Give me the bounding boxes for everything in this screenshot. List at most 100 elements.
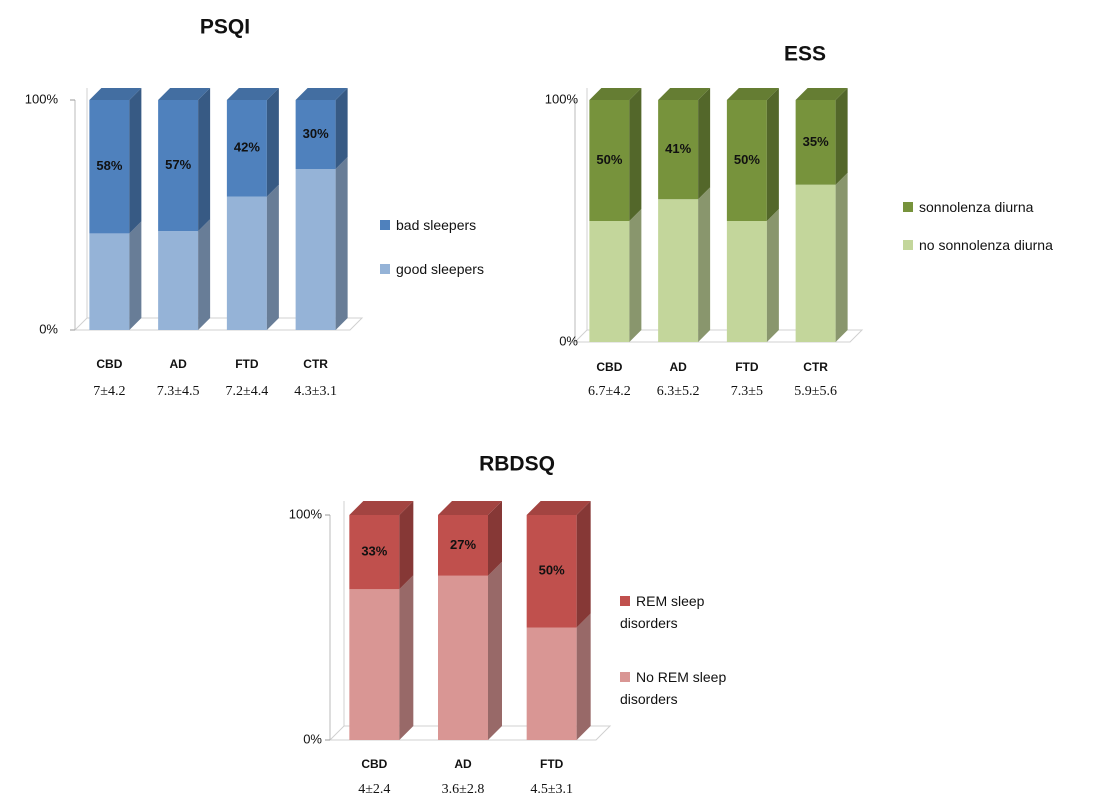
category-note: 3.6±2.8 <box>442 782 485 797</box>
x-tick-label: AD <box>169 357 187 371</box>
bar-segment-side <box>576 613 591 740</box>
category-note: 4±2.4 <box>358 782 390 797</box>
y-tick-label: 100% <box>289 506 323 521</box>
bar-segment <box>589 221 630 342</box>
x-tick-label: AD <box>454 757 472 771</box>
category-note: 6.3±5.2 <box>657 384 700 399</box>
bar-segment <box>526 515 577 628</box>
legend-entry: bad sleepers <box>380 214 540 236</box>
bar-segment <box>89 100 130 234</box>
bar-segment-top <box>295 88 348 100</box>
bar-segment <box>795 100 836 185</box>
legend-swatch <box>380 264 390 275</box>
data-label: 58% <box>96 158 122 173</box>
bar-segment <box>726 221 767 342</box>
bar-segment <box>295 100 336 169</box>
category-note: 7.2±4.4 <box>226 384 269 399</box>
bar-segment-top <box>589 88 642 100</box>
data-label: 50% <box>539 563 565 578</box>
category-note: 4.3±3.1 <box>294 384 337 399</box>
legend-swatch <box>620 672 630 683</box>
category-note: 7±4.2 <box>93 384 125 399</box>
bar-segment <box>658 100 699 200</box>
bar-segment-side <box>698 88 711 200</box>
bar-segment <box>726 100 767 221</box>
bar-segment-side <box>766 88 779 221</box>
legend-label: good sleepers <box>396 261 484 277</box>
x-tick-label: CBD <box>596 360 622 374</box>
bar-segment-side <box>766 209 779 342</box>
bar-segment-side <box>399 501 414 590</box>
bar-segment <box>349 515 400 590</box>
category-note: 7.3±5 <box>731 384 763 399</box>
legend-entry: No REM sleep disorders <box>620 666 740 710</box>
y-tick-label: 0% <box>559 333 578 348</box>
data-label: 33% <box>361 544 387 559</box>
bar-segment <box>158 231 199 330</box>
legend-swatch <box>903 240 913 251</box>
bar-segment-side <box>266 88 279 197</box>
x-tick-label: CBD <box>361 757 387 771</box>
bar-segment-side <box>335 157 348 330</box>
data-label: 50% <box>596 152 622 167</box>
category-note: 6.7±4.2 <box>588 384 631 399</box>
data-label: 50% <box>734 152 760 167</box>
bar-segment-top <box>89 88 142 100</box>
bar-segment <box>795 184 836 342</box>
legend-swatch <box>380 220 390 231</box>
bar-segment <box>89 233 130 330</box>
bar-segment <box>438 515 488 576</box>
data-label: 57% <box>165 157 191 172</box>
bar-segment-side <box>576 501 591 628</box>
bar-segment-top <box>795 88 848 100</box>
x-tick-label: CTR <box>803 360 828 374</box>
x-tick-label: FTD <box>735 360 759 374</box>
y-tick-label: 0% <box>39 321 58 336</box>
legend-entry: REM sleep disorders <box>620 590 740 634</box>
legend-label: bad sleepers <box>396 217 477 233</box>
bar-segment-top <box>526 501 591 515</box>
y-tick-label: 0% <box>303 731 322 746</box>
bar-segment <box>295 169 336 330</box>
x-tick-label: CTR <box>303 357 328 371</box>
bar-segment-side <box>835 172 848 342</box>
data-label: 35% <box>803 134 829 149</box>
bar-segment <box>158 100 199 232</box>
y-tick-label: 100% <box>25 91 59 106</box>
chart-title: RBDSQ <box>479 453 555 476</box>
category-note: 7.3±4.5 <box>157 384 200 399</box>
bar-segment-side <box>835 88 848 185</box>
bar-segment-side <box>629 88 642 221</box>
x-tick-label: FTD <box>235 357 259 371</box>
bar-segment-top <box>349 501 414 515</box>
chart-wall <box>329 725 612 741</box>
x-tick-label: FTD <box>540 757 564 771</box>
category-note: 5.9±5.6 <box>794 384 837 399</box>
bar-segment-side <box>198 88 211 232</box>
category-note: 4.5±3.1 <box>530 782 573 797</box>
bar-segment-top <box>158 88 211 100</box>
bar-segment-side <box>698 187 711 342</box>
chart-title: PSQI <box>200 16 250 39</box>
bar-segment-side <box>629 209 642 342</box>
bar-segment <box>226 196 267 330</box>
data-label: 42% <box>234 140 260 155</box>
bar-segment <box>226 100 267 197</box>
data-label: 30% <box>303 126 329 141</box>
legend-label: No REM sleep disorders <box>620 669 727 707</box>
bar-segment-side <box>129 221 142 330</box>
bar-segment <box>349 589 400 740</box>
legend-entry: good sleepers <box>380 258 540 280</box>
bar-segment-top <box>438 501 502 515</box>
y-tick-label: 100% <box>545 91 579 106</box>
data-label: 27% <box>450 537 476 552</box>
bar-segment-side <box>335 88 348 169</box>
bar-segment-side <box>399 575 414 740</box>
x-tick-label: AD <box>669 360 687 374</box>
bar-segment-side <box>129 88 142 234</box>
legend-entry: sonnolenza diurna <box>903 196 1093 218</box>
bar-segment-top <box>226 88 279 100</box>
bar-segment <box>438 575 488 740</box>
